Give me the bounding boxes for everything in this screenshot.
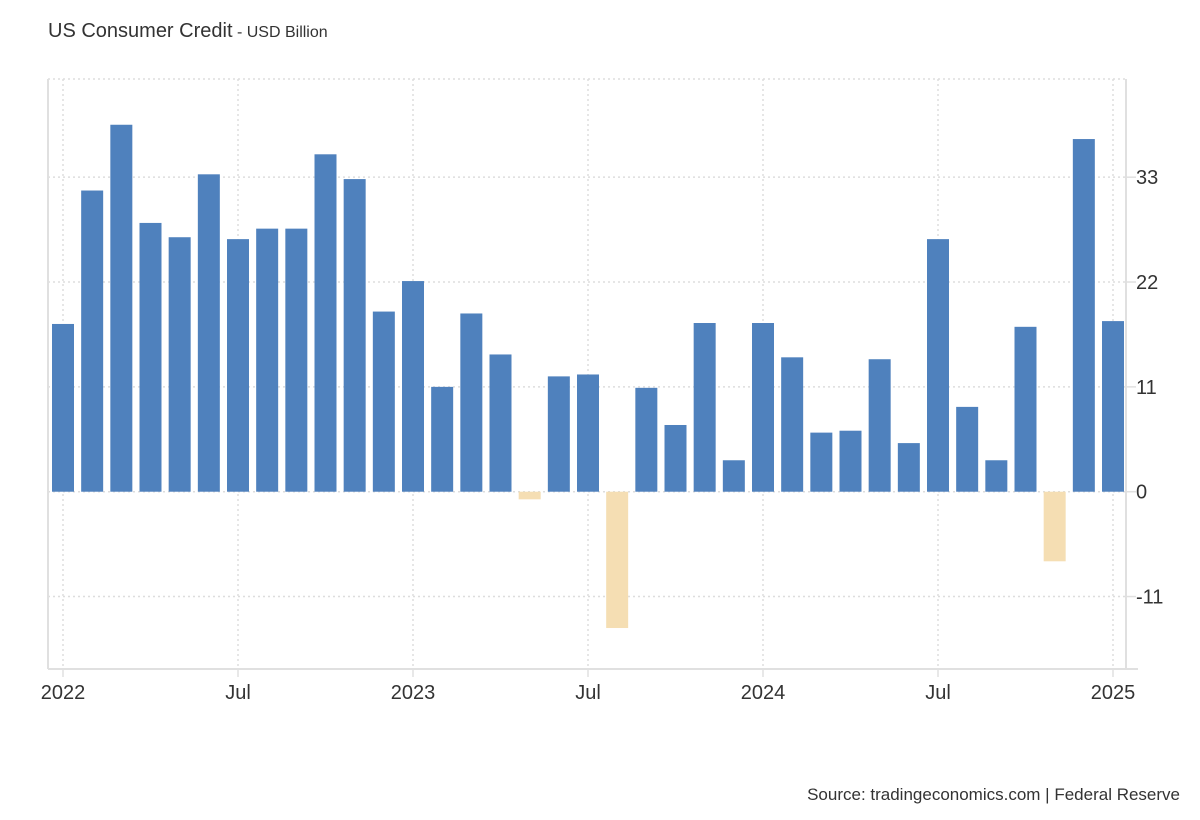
bar-2024-01 (752, 323, 774, 492)
source-text: Source: tradingeconomics.com | Federal R… (807, 785, 1180, 804)
subtitle-text: - USD Billion (232, 24, 328, 41)
bar-2024-06 (897, 443, 920, 492)
bar-2023-09 (635, 387, 658, 492)
bar-2024-12 (1072, 139, 1095, 492)
bar-2023-04 (489, 354, 512, 492)
bar-2024-04 (839, 430, 862, 492)
bar-2022-04 (139, 222, 162, 492)
bar-2024-07 (927, 239, 949, 492)
x-tick-label: 2023 (391, 682, 436, 704)
bar-2023-10 (664, 424, 687, 492)
bar-2024-03 (810, 432, 833, 492)
y-tick-label: 0 (1136, 482, 1147, 504)
bar-2023-07 (577, 374, 599, 492)
bar-2022-01 (52, 323, 74, 492)
bar-2022-07 (227, 239, 249, 492)
bar-2025-01 (1102, 321, 1124, 492)
bar-2023-11 (693, 323, 716, 492)
bar-2022-12 (372, 311, 395, 492)
x-tick-label: Jul (575, 682, 601, 704)
bar-2023-08 (606, 491, 629, 629)
bar-2022-06 (197, 174, 220, 492)
y-tick-label: 11 (1136, 377, 1157, 399)
bar-2022-02 (81, 190, 104, 492)
bar-2023-06 (547, 376, 570, 492)
bar-2024-09 (985, 460, 1008, 492)
y-tick-label: 22 (1136, 272, 1158, 294)
bar-2022-08 (256, 228, 279, 492)
bar-2023-02 (431, 386, 454, 492)
bar-2024-02 (781, 357, 804, 492)
bar-2024-05 (868, 359, 891, 492)
x-tick-label: 2024 (741, 682, 786, 704)
bar-2022-11 (343, 179, 366, 492)
bar-2023-03 (460, 313, 483, 492)
bar-2023-05 (518, 491, 541, 500)
x-tick-label: Jul (225, 682, 251, 704)
x-tick-label: 2025 (1091, 682, 1136, 704)
y-tick-label: -11 (1136, 587, 1163, 609)
bar-2024-08 (956, 406, 979, 492)
bar-2022-09 (285, 228, 308, 492)
bar-2022-03 (110, 124, 133, 492)
bar-2023-01 (402, 281, 424, 492)
subtitle-unit: USD Billion (246, 24, 328, 41)
chart-title: US Consumer Credit - USD Billion (48, 20, 328, 43)
x-tick-label: Jul (925, 682, 951, 704)
x-tick-label: 2022 (41, 682, 86, 704)
bar-2024-11 (1043, 491, 1066, 562)
bar-2024-10 (1014, 326, 1037, 492)
y-tick-label: 33 (1136, 167, 1158, 189)
bar-2022-05 (168, 237, 191, 492)
title-text: US Consumer Credit (48, 20, 233, 42)
bar-2022-10 (314, 154, 337, 492)
bar-2023-12 (722, 460, 745, 492)
